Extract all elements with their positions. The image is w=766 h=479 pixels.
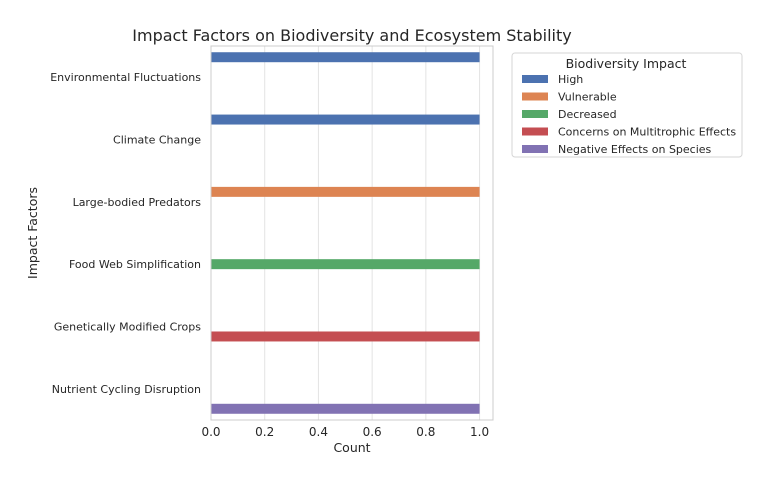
x-tick-label: 0.2 (255, 425, 274, 439)
legend-swatch (522, 75, 548, 83)
bar (211, 403, 480, 414)
y-tick-label: Genetically Modified Crops (54, 321, 201, 334)
bar (211, 259, 480, 270)
y-tick-label: Environmental Fluctuations (50, 71, 201, 84)
legend-swatch (522, 145, 548, 153)
y-tick-label: Large-bodied Predators (73, 196, 202, 209)
x-tick-label: 0.8 (416, 425, 435, 439)
x-tick-label: 0.6 (363, 425, 382, 439)
chart-title: Impact Factors on Biodiversity and Ecosy… (132, 26, 571, 45)
legend-label: Concerns on Multitrophic Effects (558, 126, 736, 139)
y-tick-label: Food Web Simplification (69, 258, 201, 271)
x-tick-label: 0.0 (201, 425, 220, 439)
legend-label: Negative Effects on Species (558, 143, 712, 156)
ytick-layer: Environmental Fluctuations Climate Change… (50, 71, 201, 396)
bar (211, 52, 480, 63)
bar (211, 186, 480, 197)
x-tick-label: 1.0 (470, 425, 489, 439)
xtick-layer: 0.0 0.2 0.4 0.6 0.8 1.0 (201, 425, 489, 439)
legend-label: Vulnerable (558, 91, 617, 104)
x-axis-label: Count (333, 440, 370, 455)
bar (211, 114, 480, 125)
plot-frame (210, 45, 494, 421)
y-tick-label: Nutrient Cycling Disruption (52, 383, 201, 396)
legend-title: Biodiversity Impact (566, 56, 687, 71)
legend-frame (511, 52, 743, 158)
legend-swatch (522, 110, 548, 118)
bars-layer (211, 52, 480, 414)
y-axis-label: Impact Factors (25, 187, 40, 279)
legend-label: High (558, 73, 583, 86)
grid-layer (210, 46, 481, 420)
y-tick-label: Climate Change (113, 134, 201, 147)
legend-label: Decreased (558, 108, 617, 121)
bar (211, 331, 480, 342)
legend-items: High Vulnerable Decreased Concerns on Multi… (522, 73, 736, 156)
legend-swatch (522, 127, 548, 136)
legend: Biodiversity Impact High Vulnerable Decrea… (511, 52, 743, 158)
x-tick-label: 0.4 (309, 425, 328, 439)
legend-swatch (522, 92, 548, 101)
